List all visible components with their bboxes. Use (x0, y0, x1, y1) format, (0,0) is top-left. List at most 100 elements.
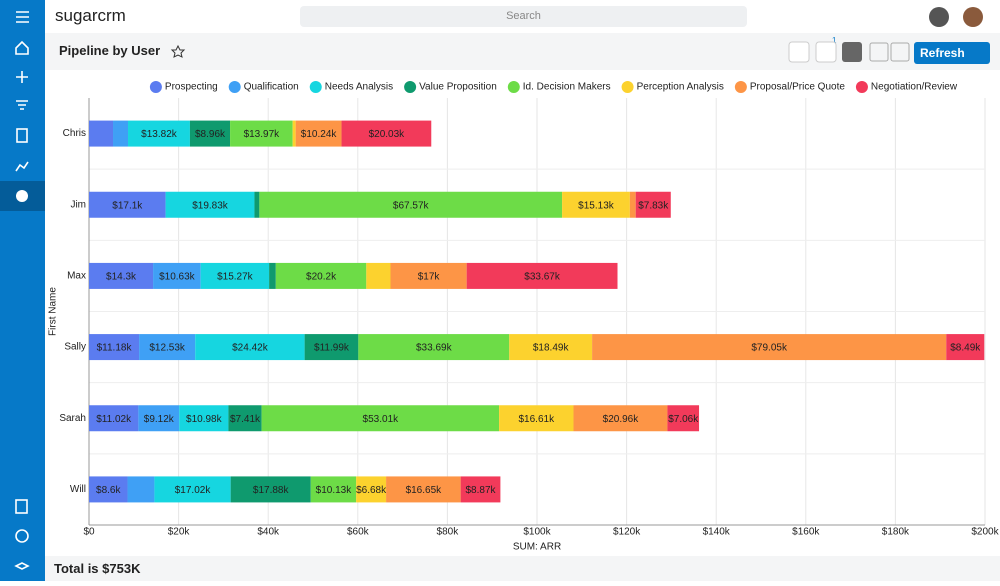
value-label: $8.96k (195, 129, 226, 140)
bar-segment (154, 476, 231, 503)
avatar[interactable] (963, 7, 983, 27)
building-icon[interactable] (16, 128, 28, 143)
bar-segment (89, 334, 140, 361)
value-label: $20.03k (369, 129, 406, 140)
layers-icon[interactable] (14, 562, 30, 570)
logo[interactable]: sugarcrm (55, 6, 126, 25)
help-icon[interactable] (15, 529, 29, 543)
pie-icon[interactable] (16, 190, 28, 202)
bar-segment (261, 405, 500, 432)
legend-swatch (855, 81, 868, 93)
legend: Prospecting Qualification Needs Analysis Va… (149, 81, 958, 93)
bar-segment (292, 120, 296, 147)
value-label: $16.65k (406, 485, 443, 496)
legend-label: Perception Analysis (637, 82, 724, 93)
value-label: $17.02k (175, 485, 212, 496)
value-label: $17k (418, 272, 441, 283)
value-label: $10.63k (159, 272, 196, 283)
chart-icon[interactable] (15, 161, 29, 172)
bar-segment (89, 405, 139, 432)
bar-segment (153, 262, 201, 289)
bar-segment (230, 476, 311, 503)
value-label: $15.13k (578, 200, 615, 211)
bar-segment (366, 262, 391, 289)
bar-segment (946, 334, 985, 361)
value-label: $18.49k (533, 343, 570, 354)
bar-segment (228, 405, 262, 432)
bar-segment (139, 334, 196, 361)
bar-segment (89, 262, 154, 289)
x-tick-label: $0 (83, 527, 95, 538)
value-label: $7.06k (668, 414, 699, 425)
filter-icon[interactable] (16, 100, 28, 110)
value-label: $14.3k (106, 272, 137, 283)
x-tick-label: $180k (882, 527, 910, 538)
top-bar: sugarcrm Search (45, 0, 1000, 34)
bar-segment (667, 405, 700, 432)
legend-swatch (507, 81, 520, 93)
bar-segment (460, 476, 501, 503)
legend-swatch (149, 81, 162, 93)
x-tick-label: $80k (437, 527, 460, 538)
value-label: $20.96k (603, 414, 640, 425)
value-label: $11.18k (97, 343, 133, 354)
table-button[interactable] (815, 41, 837, 63)
bar-segment (230, 120, 293, 147)
value-label: $10.24k (301, 129, 338, 140)
y-tick-label: Will (70, 484, 86, 495)
x-tick-label: $160k (792, 527, 820, 538)
bar-segment (259, 191, 563, 218)
value-label: $9.12k (144, 414, 175, 425)
value-label: $15.27k (217, 272, 254, 283)
y-tick-label: Sarah (59, 413, 86, 424)
toolbar-icons (170, 41, 910, 63)
legend-label: Qualification (244, 82, 299, 93)
layout-button[interactable] (869, 42, 889, 62)
menu-icon[interactable] (16, 11, 29, 23)
bar-segment (466, 262, 618, 289)
bar-segment (254, 191, 260, 218)
refresh-button[interactable]: Refresh (914, 42, 990, 64)
value-label: $10.13k (316, 485, 353, 496)
bar-segment (358, 334, 510, 361)
bar-segment (573, 405, 668, 432)
value-label: $24.42k (232, 343, 269, 354)
bar-segment (356, 476, 387, 503)
add-icon[interactable] (16, 71, 28, 83)
doc-icon[interactable] (15, 499, 28, 514)
layout-button[interactable] (890, 42, 910, 62)
chart-button[interactable] (842, 42, 862, 62)
bar-segment (509, 334, 593, 361)
bar-segment (200, 262, 270, 289)
legend-swatch (228, 81, 241, 93)
legend-label: Negotiation/Review (871, 82, 958, 93)
legend-label: Needs Analysis (325, 82, 393, 93)
x-tick-label: $120k (613, 527, 641, 538)
filter-badge: 1 (832, 36, 837, 45)
value-label: $11.99k (314, 343, 350, 354)
filter-button[interactable] (788, 41, 810, 63)
value-label: $13.97k (244, 129, 281, 140)
bar-segment (89, 191, 166, 218)
value-label: $12.53k (149, 343, 186, 354)
home-icon[interactable] (15, 40, 29, 55)
star-icon[interactable] (170, 44, 186, 58)
value-label: $8.87k (466, 485, 497, 496)
bar-segment (304, 334, 359, 361)
bar-segment (275, 262, 367, 289)
value-label: $19.83k (192, 200, 229, 211)
legend-label: Id. Decision Makers (523, 82, 611, 93)
legend-label: Prospecting (165, 82, 218, 93)
bar-segment (165, 191, 255, 218)
sidebar (0, 0, 45, 581)
bar-segment (195, 334, 305, 361)
notifications-icon[interactable] (929, 7, 949, 27)
value-label: $16.61k (519, 414, 556, 425)
y-tick-label: Max (67, 271, 86, 282)
value-label: $11.02k (96, 414, 132, 425)
bar-segment (128, 120, 190, 147)
search-box[interactable]: Search (300, 6, 747, 27)
value-label: $20.2k (306, 272, 337, 283)
value-label: $79.05k (751, 343, 788, 354)
